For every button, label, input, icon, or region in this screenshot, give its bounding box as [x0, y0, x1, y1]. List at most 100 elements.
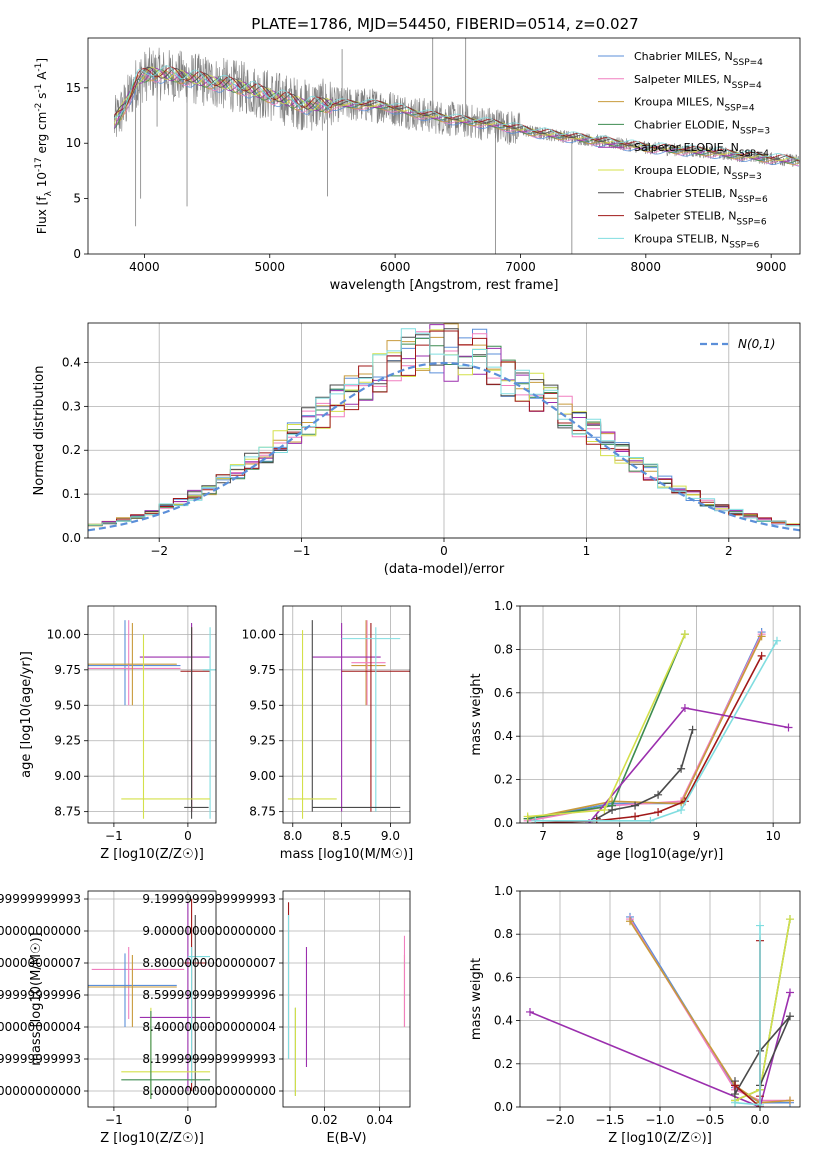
- mass-weight-line-5: [527, 633, 686, 818]
- legend-label-1: Salpeter MILES, NSSP=4: [634, 73, 762, 91]
- x-axis-label: age [log10(age/yr)]: [597, 847, 724, 862]
- y-tick-label: 9.0000000000000000: [142, 924, 276, 938]
- x-axis-label: E(B-V): [326, 1131, 366, 1146]
- y-tick-label: 9.50: [249, 698, 276, 712]
- mass-weight-marker-8: [646, 816, 655, 823]
- label-part: SSP=6: [729, 240, 759, 250]
- model-spectrum-line-6: [113, 66, 799, 161]
- y-tick-label: 0.8: [494, 642, 513, 656]
- age-vs-mass-panel: 8.0 8.5 9.0 8.75 9.00 9.25 9.50 9.75 10.00 mass […: [242, 605, 413, 862]
- label-part: SSP=4: [733, 58, 763, 68]
- mass-weight-marker-8: [756, 1100, 764, 1107]
- label-part: A: [35, 71, 49, 84]
- mass-weight-line-8: [734, 925, 761, 1106]
- x-tick-label: 5000: [254, 260, 285, 274]
- mass-weight-line-4: [529, 992, 791, 1107]
- model-spectrum-line-8: [114, 65, 799, 160]
- x-tick-label: 10: [766, 829, 781, 843]
- label-part: SSP=4: [739, 149, 769, 159]
- label-part: Salpeter ELODIE, N: [634, 141, 739, 154]
- label-part: age [log10(age/yr)]: [19, 651, 34, 778]
- y-tick-label: 0.0: [62, 531, 81, 545]
- label-part: mass [log10(M/M☉)]: [280, 847, 413, 862]
- label-part: SSP=6: [738, 195, 768, 205]
- label-part: -2: [34, 103, 44, 112]
- y-tick-label: 0.4: [494, 729, 513, 743]
- label-part: age [log10(age/yr)]: [597, 847, 724, 862]
- age-vs-mass-plot-area: [287, 620, 410, 819]
- x-tick-label: 8.5: [332, 829, 351, 843]
- legend-label-8: Kroupa STELIB, NSSP=6: [634, 232, 760, 250]
- axes-frame: [87, 605, 217, 824]
- mass-weight-vs-Z-panel: −2.0 −1.5 −1.0 −0.5 0.0 0.0 0.2 0.4 0.6 0.8 1.0 Z […: [469, 884, 801, 1146]
- label-part: SSP=3: [740, 126, 770, 136]
- x-tick-label: 0: [184, 829, 192, 843]
- mass-weight-marker-5: [786, 915, 794, 924]
- y-tick-label: 9.1999999999999993: [0, 892, 81, 906]
- mass-weight-marker-8: [731, 1098, 739, 1107]
- y-tick-label: 9.50: [54, 698, 81, 712]
- label-part: SSP=3: [732, 172, 762, 182]
- x-tick-label: 6000: [380, 260, 411, 274]
- mass-vs-Z-plot-area: [88, 899, 211, 1099]
- x-tick-label: 8.0: [283, 829, 302, 843]
- y-axis-label: mass [log10(M/M☉)]: [29, 932, 44, 1065]
- mass-weight-marker-8: [677, 805, 686, 814]
- spectrum-panel: 4000 5000 6000 7000 8000 9000 0 5 10 15 wavelength…: [34, 37, 801, 293]
- legend-label-7: Salpeter STELIB, NSSP=6: [634, 210, 767, 228]
- y-axis-label: Flux [fλ 10-17 erg cm-2 s-1 A-1]: [34, 58, 54, 234]
- y-tick-label: 8.4000000000000004: [142, 1020, 276, 1034]
- y-tick-label: 9.75: [249, 663, 276, 677]
- x-tick-label: −1.5: [595, 1113, 624, 1127]
- x-axis-label: Z [log10(Z/Z☉)]: [608, 1131, 712, 1146]
- axes-frame: [282, 605, 411, 824]
- y-tick-label: 0.0: [494, 816, 513, 830]
- label-part: Flux [f: [35, 196, 49, 234]
- y-axis-label: mass weight: [469, 673, 484, 755]
- label-part: λ: [44, 190, 54, 196]
- x-tick-label: −2.0: [545, 1113, 574, 1127]
- x-tick-label: 4000: [129, 260, 160, 274]
- y-tick-label: 0.4: [62, 355, 81, 369]
- mass-weight-marker-6: [731, 1090, 739, 1099]
- x-tick-label: −1: [105, 829, 123, 843]
- label-part: Kroupa ELODIE, N: [634, 164, 732, 177]
- label-part: SSP=4: [732, 81, 762, 91]
- x-tick-label: 9000: [756, 260, 787, 274]
- legend-label-0: Chabrier MILES, NSSP=4: [634, 50, 763, 68]
- mass-weight-marker-7: [654, 808, 663, 817]
- y-tick-label: 8.75: [54, 805, 81, 819]
- y-tick-label: 0.3: [62, 399, 81, 413]
- label-part: Normed distribution: [32, 366, 47, 496]
- y-tick-label: 1.0: [494, 884, 513, 898]
- mass-weight-marker-6: [631, 801, 640, 810]
- label-part: 10: [35, 172, 49, 191]
- label-part: SSP=4: [724, 104, 754, 114]
- mass-weight-marker-7: [757, 651, 766, 660]
- label-part: Kroupa STELIB, N: [634, 232, 729, 245]
- axes-frame: [87, 890, 217, 1108]
- y-tick-label: 9.00: [54, 769, 81, 783]
- label-part: Z [log10(Z/Z☉)]: [608, 1131, 712, 1146]
- x-tick-label: 0.04: [366, 1113, 393, 1127]
- mass-weight-marker-5: [680, 630, 689, 639]
- histogram-step-8: [88, 328, 800, 527]
- mass-weight-line-2: [527, 636, 763, 820]
- y-tick-label: 0.8: [494, 927, 513, 941]
- x-tick-label: 7000: [505, 260, 536, 274]
- x-axis-label: mass [log10(M/M☉)]: [280, 847, 413, 862]
- y-tick-label: 0: [73, 247, 81, 261]
- mass-vs-EBV-panel: 0.02 0.04 8.0000000000000000 8.199999999999…: [142, 890, 411, 1146]
- x-tick-label: 9.0: [381, 829, 400, 843]
- mass-weight-marker-8: [772, 636, 781, 645]
- y-tick-label: 8.1999999999999993: [142, 1052, 276, 1066]
- label-part: (data-model)/error: [384, 562, 505, 577]
- mass-weight-line-0: [527, 631, 763, 820]
- mass-weight-marker-4: [680, 703, 689, 712]
- x-tick-label: −1.0: [645, 1113, 674, 1127]
- mass-weight-marker-8: [756, 921, 764, 930]
- mass-weight-marker-6: [786, 1012, 794, 1021]
- label-part: s: [35, 93, 49, 103]
- y-tick-label: 10.00: [242, 627, 276, 641]
- mass-weight-line-6: [596, 729, 694, 820]
